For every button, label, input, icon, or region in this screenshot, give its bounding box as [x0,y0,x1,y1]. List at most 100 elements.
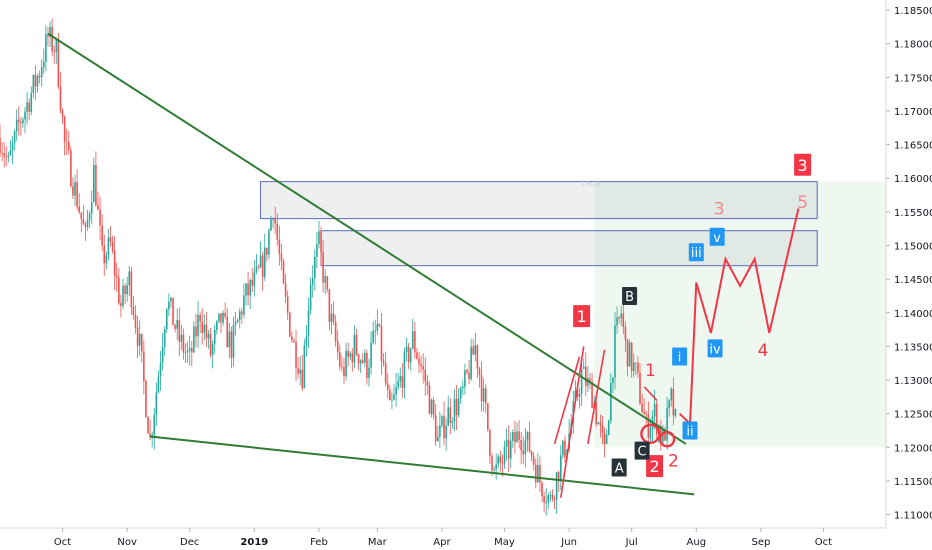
candle-body [622,313,625,327]
candle-body [107,237,110,256]
candle-body [20,122,22,124]
resistance-zone [320,230,818,267]
candle-body [324,276,327,283]
candle-body [630,342,633,372]
candle-body [557,472,560,482]
price-tick-label: 1.18500 [894,6,932,17]
candle-body [149,433,151,438]
candle-body [349,353,352,357]
wave-label: C [638,445,647,460]
candle-body [666,407,668,441]
price-tick-label: 1.18000 [894,40,932,51]
circle-marker [658,431,676,448]
candle-body [316,244,318,257]
candle-body [320,231,322,253]
candle-body [501,462,504,464]
candle-body [537,465,539,483]
candle-body [614,325,616,378]
candle-body [274,218,276,224]
time-tick-label: Dec [180,537,199,548]
candle-body [326,276,329,290]
candle-body [238,311,241,320]
candle-body [628,342,631,367]
price-tick-label: 1.13500 [894,342,932,353]
wave-label: 1 [577,307,587,326]
candle-body [403,352,406,388]
candle-body [80,212,83,219]
wave-label-box [709,227,725,246]
time-axis[interactable]: Oct Nov Dec 2019 Feb Mar Apr May Jun Jul Aug Sep Oct [54,528,832,548]
candle-body [516,431,518,443]
candle-body [55,39,58,53]
candle-body [420,363,422,367]
candle-body [288,312,291,337]
candle-body [635,362,637,364]
wave-label: 2 [650,457,660,476]
circle-markers [640,423,676,448]
candle-body [416,352,418,359]
candle-body [86,219,89,227]
time-tick-label: Feb [310,537,328,548]
wave-label-box [646,455,664,478]
candle-body [443,416,445,439]
candle-body [278,239,281,255]
candle-body [57,39,60,87]
candle-body [220,313,222,323]
time-tick-label: Jun [560,537,577,548]
candle-body [195,326,197,337]
candle-body [72,186,74,196]
price-tick-label: 1.11500 [894,477,932,488]
candle-body [339,351,341,367]
candle-body [618,317,620,319]
candle-body [28,102,30,113]
price-tick-label: 1.15000 [894,242,932,253]
candle-body [493,469,495,471]
price-axis[interactable]: 1.18500 1.18000 1.17500 1.17000 1.16500 1.160… [886,6,932,522]
wave-label-box [622,286,638,305]
candle-body [645,414,648,416]
zone-label: 1.618 [581,180,601,188]
candle-body [161,346,164,363]
candle-body [514,431,516,443]
time-tick-label: Nov [117,537,137,548]
candle-body [197,314,199,337]
candle-body [643,411,645,415]
candle-body [528,431,531,452]
candle-body [322,252,324,283]
candle-body [672,388,675,416]
candle-body [255,266,258,272]
candle-body [136,327,139,346]
wave-label: A [615,461,624,476]
candle-body [380,325,383,362]
candle-body [459,388,462,399]
candle-body [232,324,235,358]
trendline [149,435,695,496]
candle-body [184,351,187,353]
candle-body [610,383,612,421]
candle-body [620,313,623,319]
wave-label: 1 [645,361,656,381]
candle-body [241,311,243,315]
candle-body [134,315,137,328]
price-tick-label: 1.13000 [894,376,932,387]
circle-marker [640,423,661,445]
candle-body [553,498,556,500]
candle-body [616,317,618,326]
candle-body [13,131,16,144]
resistance-zone [260,181,818,220]
candle-body [228,331,231,348]
candle-body [364,352,366,363]
candle-body [163,329,166,347]
time-tick-label: Oct [815,537,832,548]
candle-body [491,456,493,471]
price-tick-label: 1.11000 [894,511,932,522]
candle-body [47,34,49,37]
candle-body [82,218,85,225]
candle-body [99,209,101,226]
price-tick-label: 1.12000 [894,443,932,454]
candle-body [589,378,591,382]
candle-body [176,320,178,329]
candle-body [411,331,414,349]
